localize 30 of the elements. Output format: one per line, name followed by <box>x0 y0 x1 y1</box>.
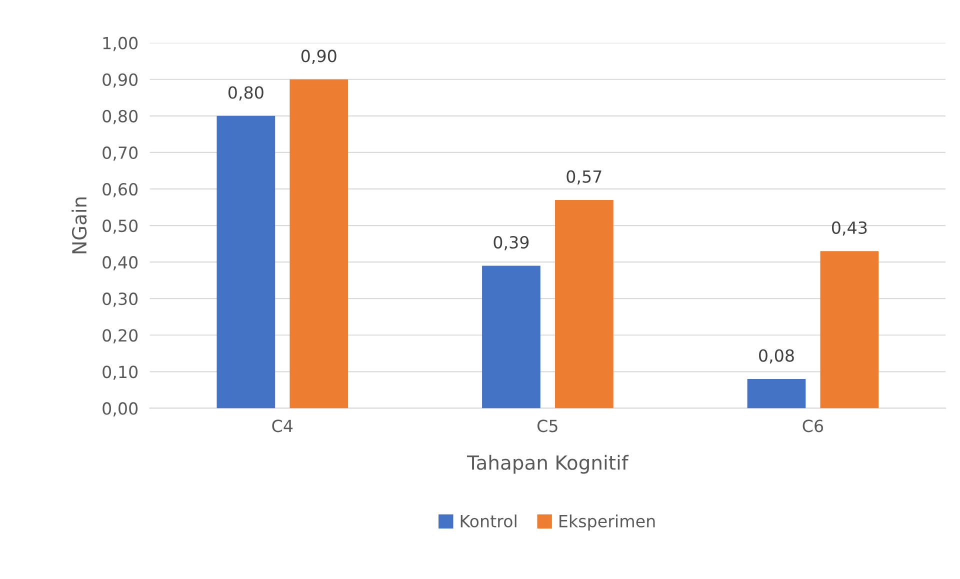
y-tick-label: 0,70 <box>102 146 138 161</box>
bar <box>482 266 540 408</box>
y-tick-label: 1,00 <box>103 36 138 52</box>
y-tick-label: 0,40 <box>102 256 138 270</box>
y-tick-label: 0,10 <box>102 366 138 380</box>
y-tick-label: 0,30 <box>102 292 138 307</box>
y-tick-label: 0,80 <box>102 110 138 124</box>
y-tick-label: 0,90 <box>102 73 138 88</box>
x-tick-label: C4 <box>272 420 293 432</box>
data-label: 0,39 <box>494 236 529 250</box>
data-label: 0,80 <box>228 86 264 100</box>
data-label: 0,08 <box>759 349 794 364</box>
y-axis-title: NGain <box>72 198 87 254</box>
legend-label: Eksperimen <box>560 514 655 531</box>
bar <box>554 200 614 408</box>
legend-label: Kontrol <box>460 514 516 528</box>
y-tick-label: 0,60 <box>102 182 138 198</box>
x-tick-label: C5 <box>537 420 558 432</box>
data-label: 0,90 <box>301 50 336 64</box>
bar <box>216 116 276 408</box>
x-axis-title: Tahapan Kognitif <box>467 454 629 474</box>
bar <box>290 79 348 408</box>
bar <box>820 251 879 408</box>
x-tick-label: C6 <box>802 420 824 432</box>
y-tick-label: 0,20 <box>102 329 138 344</box>
bar <box>747 378 806 408</box>
data-label: 0,43 <box>832 221 867 236</box>
y-tick-label: 0,00 <box>102 402 138 416</box>
y-tick-label: 0,50 <box>102 219 138 234</box>
data-label: 0,57 <box>566 170 602 185</box>
